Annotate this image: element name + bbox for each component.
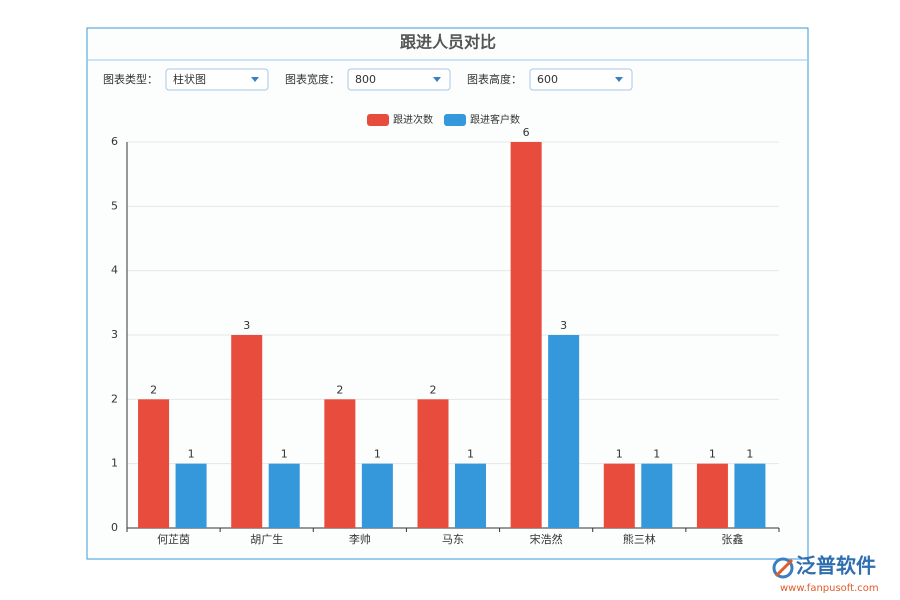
watermark-brand: 泛普软件 (796, 554, 876, 578)
legend-swatch (367, 114, 389, 126)
select-arrow[interactable] (251, 77, 259, 82)
data-label: 1 (746, 448, 753, 461)
watermark-logo (772, 557, 794, 579)
bar (510, 142, 542, 528)
select-value[interactable]: 柱状图 (173, 72, 206, 86)
control-label: 图表宽度： (285, 72, 340, 86)
bar (175, 463, 207, 528)
legend-label: 跟进次数 (393, 113, 433, 126)
data-label: 2 (336, 383, 343, 396)
bar (231, 335, 263, 528)
x-tick-label: 何芷茵 (157, 533, 190, 546)
bar (324, 399, 356, 528)
select[interactable]: 柱状图 (165, 68, 269, 91)
watermark-url: www.fanpusoft.com (780, 583, 879, 594)
bar (696, 463, 728, 528)
watermark-logo-stroke (774, 558, 794, 578)
legend-label: 跟进客户数 (470, 113, 520, 126)
bar (455, 463, 486, 528)
bar (138, 399, 170, 528)
y-tick-label: 4 (111, 264, 118, 277)
y-tick-label: 6 (111, 135, 118, 148)
bar (603, 463, 635, 528)
data-label: 1 (281, 448, 288, 461)
select-arrow[interactable] (433, 77, 441, 82)
watermark: 泛普软件 www.fanpusoft.com (772, 554, 879, 594)
select-box[interactable] (529, 68, 633, 91)
select-box[interactable] (165, 68, 269, 91)
bar (417, 399, 449, 528)
data-label: 1 (188, 448, 195, 461)
y-tick-label: 5 (111, 199, 118, 212)
x-tick-label: 李帅 (349, 532, 371, 546)
data-label: 3 (560, 319, 567, 332)
y-tick-label: 3 (111, 328, 118, 341)
y-tick-label: 1 (111, 457, 118, 470)
bar (734, 463, 766, 528)
data-label: 2 (150, 383, 157, 396)
panel-title: 跟进人员对比 (400, 33, 496, 52)
select-value[interactable]: 600 (537, 73, 558, 86)
bar (548, 335, 580, 528)
select-value[interactable]: 800 (355, 73, 376, 86)
select-arrow[interactable] (615, 77, 623, 82)
x-tick-label: 熊三林 (623, 532, 656, 546)
data-label: 1 (653, 448, 660, 461)
data-label: 1 (374, 448, 381, 461)
bar (361, 463, 393, 528)
y-tick-label: 0 (111, 521, 118, 534)
legend-swatch (444, 114, 466, 126)
data-label: 3 (243, 319, 250, 332)
data-label: 1 (467, 448, 474, 461)
bar (641, 463, 673, 528)
select[interactable]: 800 (347, 68, 451, 91)
x-tick-label: 宋浩然 (530, 532, 563, 546)
data-label: 1 (616, 448, 623, 461)
control-label: 图表类型： (103, 72, 158, 86)
select-box[interactable] (347, 68, 451, 91)
x-tick-label: 张鑫 (721, 532, 743, 546)
control-label: 图表高度： (467, 72, 522, 86)
select[interactable]: 600 (529, 68, 633, 91)
y-tick-label: 2 (111, 392, 118, 405)
data-label: 6 (523, 126, 530, 139)
controls: 图表类型： 柱状图 图表宽度： 800 图表高度： 600 (103, 68, 633, 91)
x-tick-label: 马东 (442, 533, 464, 546)
data-label: 1 (709, 448, 716, 461)
x-tick-label: 胡广生 (250, 532, 283, 546)
data-label: 2 (430, 383, 437, 396)
bar (268, 463, 300, 528)
